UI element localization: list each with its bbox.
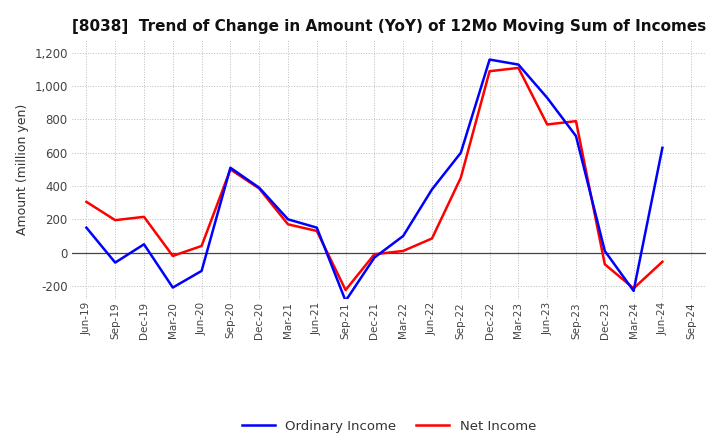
Net Income [428,236,436,241]
Ordinary Income [399,233,408,238]
Net Income [370,252,379,257]
Ordinary Income [312,225,321,230]
Ordinary Income [370,255,379,260]
Ordinary Income [226,165,235,170]
Net Income [284,222,292,227]
Ordinary Income [572,133,580,139]
Ordinary Income [543,95,552,100]
Ordinary Income [456,150,465,155]
Ordinary Income [428,187,436,192]
Ordinary Income [514,62,523,67]
Net Income [629,286,638,291]
Net Income [341,287,350,293]
Net Income [197,243,206,249]
Legend: Ordinary Income, Net Income: Ordinary Income, Net Income [236,415,541,438]
Net Income [600,262,609,267]
Ordinary Income [485,57,494,62]
Net Income [226,167,235,172]
Line: Net Income: Net Income [86,68,662,290]
Net Income [255,186,264,191]
Ordinary Income [341,298,350,304]
Net Income [312,228,321,234]
Title: [8038]  Trend of Change in Amount (YoY) of 12Mo Moving Sum of Incomes: [8038] Trend of Change in Amount (YoY) o… [72,19,706,34]
Ordinary Income [658,145,667,150]
Net Income [658,259,667,264]
Ordinary Income [284,216,292,222]
Ordinary Income [600,248,609,253]
Net Income [543,122,552,127]
Net Income [514,65,523,70]
Net Income [485,69,494,74]
Y-axis label: Amount (million yen): Amount (million yen) [16,104,29,235]
Ordinary Income [82,225,91,230]
Ordinary Income [140,242,148,247]
Net Income [82,199,91,205]
Ordinary Income [629,288,638,293]
Net Income [111,217,120,223]
Net Income [140,214,148,220]
Net Income [399,248,408,253]
Net Income [456,175,465,180]
Ordinary Income [197,268,206,274]
Ordinary Income [255,185,264,191]
Ordinary Income [111,260,120,265]
Net Income [168,253,177,259]
Net Income [572,118,580,124]
Line: Ordinary Income: Ordinary Income [86,59,662,301]
Ordinary Income [168,285,177,290]
